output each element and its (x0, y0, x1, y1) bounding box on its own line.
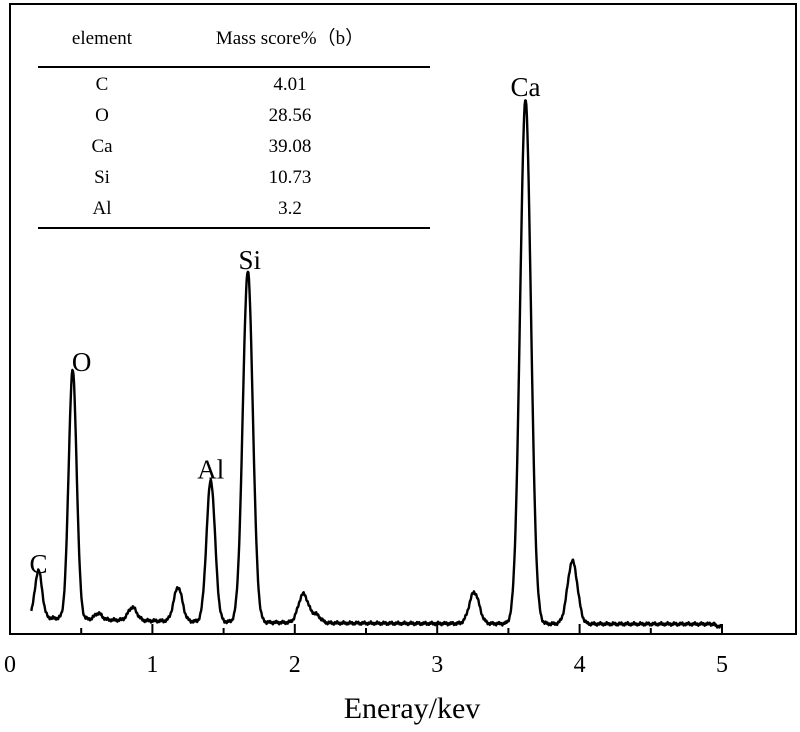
table-cell-mass: 10.73 (269, 167, 312, 188)
table-header-element: element (72, 28, 133, 49)
peak-label-ca: Ca (510, 72, 540, 102)
peak-label-c: C (29, 549, 47, 579)
peak-label-al: Al (197, 455, 224, 485)
peak-label-o: O (72, 347, 92, 377)
table-cell-element: Si (94, 167, 110, 188)
table-cell-element: C (96, 74, 109, 95)
table-cell-element: O (95, 105, 109, 126)
table-header-mass-score: Mass score%（b） (216, 27, 364, 49)
table-cell-mass: 28.56 (269, 105, 312, 126)
table-cell-element: Al (93, 198, 112, 219)
x-tick-label: 2 (289, 652, 301, 678)
spectrum-line (30, 99, 723, 629)
x-tick-label: 5 (716, 652, 728, 678)
table-cell-mass: 3.2 (278, 198, 302, 219)
table-cell-mass: 39.08 (269, 136, 312, 157)
table-cell-mass: 4.01 (273, 74, 306, 95)
table-cell-element: Ca (91, 136, 113, 157)
x-tick-label: 1 (146, 652, 158, 678)
x-tick-label: 0 (4, 652, 16, 678)
x-axis-ticks: 0 1 2 3 4 5 (4, 624, 728, 678)
x-tick-label: 4 (574, 652, 586, 678)
plot-frame (9, 3, 797, 635)
peak-label-si: Si (239, 245, 262, 275)
composition-table: element Mass score%（b） C 4.01 O 28.56 Ca… (38, 27, 430, 229)
x-tick-label: 3 (431, 652, 443, 678)
x-axis-title: Eneray/kev (344, 692, 481, 725)
